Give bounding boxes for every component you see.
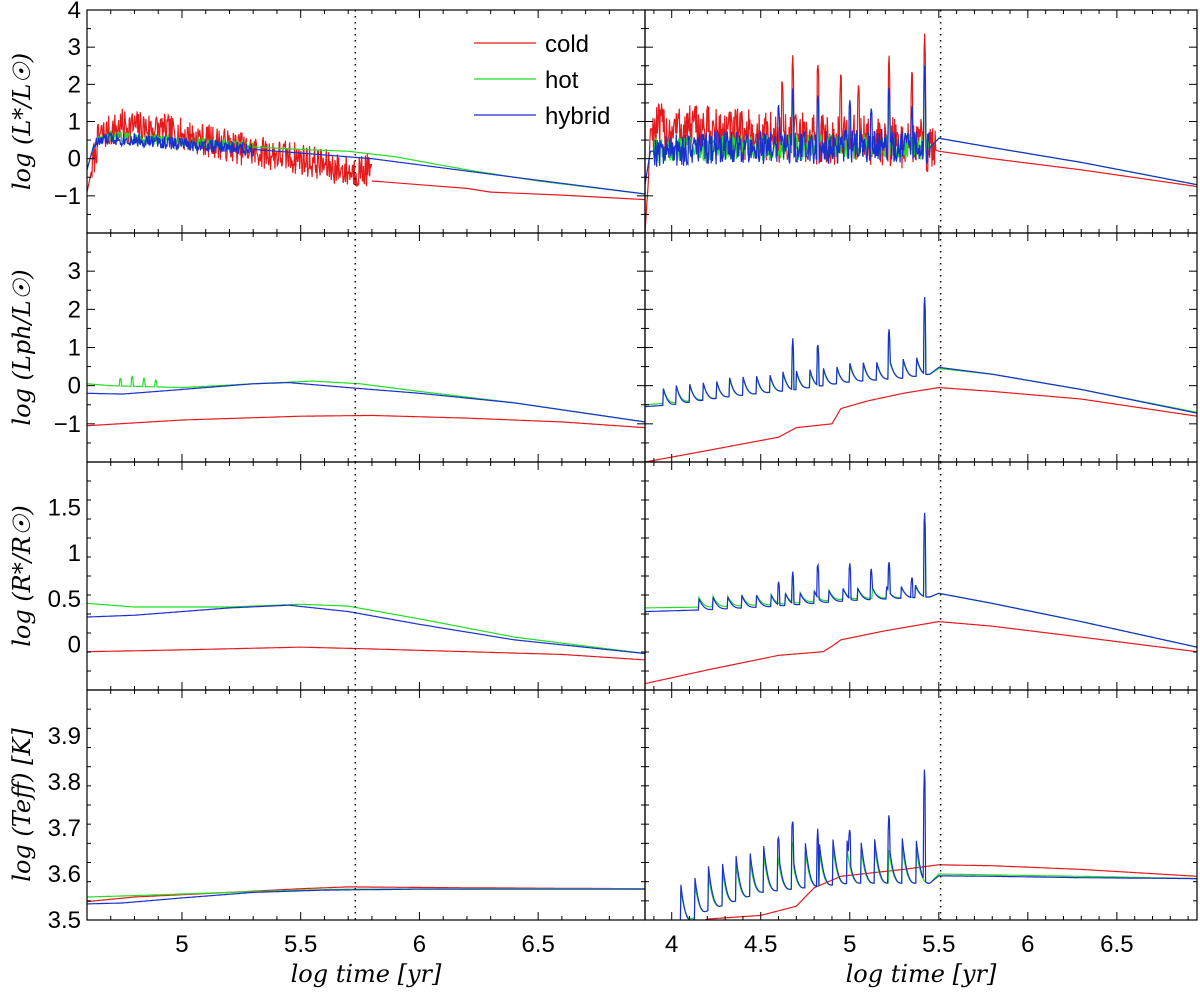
legend-label-hot: hot (545, 67, 579, 94)
series-group (679, 769, 1197, 920)
series-hybrid-R-left (87, 604, 645, 655)
y-tick-label: 2 (68, 71, 81, 98)
y-tick-label: 1 (68, 335, 81, 362)
y-tick-label: 3.5 (48, 907, 81, 934)
legend-label-cold: cold (545, 31, 589, 58)
panel-frame (644, 461, 1198, 691)
y-axis-title: log (L*/L☉) (8, 53, 36, 190)
x-tick-label: 4 (665, 931, 678, 958)
series-hybrid-T-right (679, 769, 1197, 920)
x-tick-label: 5 (175, 931, 188, 958)
series-hot-R-left (87, 602, 645, 655)
y-tick-label: 1.5 (48, 495, 81, 522)
series-hybrid-Lph-right (645, 297, 1197, 414)
panel-T-right: 4 4.5 5 5.5 6 6.5 log time [yr] (644, 689, 1198, 988)
series-cold-Lph-right (645, 387, 1197, 462)
series-group (645, 33, 1197, 233)
y-axis-title: log (Lph/L☉) (8, 269, 36, 425)
series-hot-Lph-right (645, 297, 1197, 413)
x-tick-label: 6.5 (1100, 931, 1133, 958)
y-tick-label: 0 (68, 373, 81, 400)
y-tick-label: 3.6 (48, 861, 81, 888)
y-tick-label: 3.7 (48, 815, 81, 842)
panel-R-left: 0 0.5 1 1.5 log (R*/R☉) (8, 461, 646, 691)
y-tick-label: −1 (54, 183, 81, 210)
panel-frame (86, 461, 646, 691)
series-group (87, 886, 645, 905)
series-group (645, 512, 1197, 685)
panel-frame (644, 689, 1198, 921)
y-tick-label: 1 (68, 540, 81, 567)
series-hot-R-right (645, 515, 1197, 648)
x-tick-label: 4.5 (744, 931, 777, 958)
series-hybrid-L-left (87, 132, 645, 195)
panel-Lph-right (644, 232, 1198, 463)
x-tick-label: 6 (413, 931, 426, 958)
series-group (87, 602, 645, 661)
panel-frame (86, 689, 646, 921)
legend-label-hybrid: hybrid (545, 103, 610, 130)
y-axis-title: log (R*/R☉) (8, 505, 36, 647)
panel-T-left: 3.5 3.6 3.7 3.8 3.9 5 5.5 6 6.5 log time [yr] log … (8, 689, 646, 988)
y-tick-label: 1 (68, 109, 81, 136)
y-tick-label: 0 (68, 631, 81, 658)
panels-layer: −1 0 1 2 3 4 log (L*/L☉) −1 0 1 2 3 log (Lph/L☉) 0 0.5… (8, 0, 1198, 988)
series-group (645, 297, 1197, 462)
panel-R-right (644, 461, 1198, 691)
series-hybrid-Lph-left (87, 382, 645, 423)
series-cold-L-left (87, 108, 645, 201)
y-tick-label: 3 (68, 34, 81, 61)
x-tick-label: 5.5 (922, 931, 955, 958)
series-hybrid-T-left (87, 888, 645, 905)
panel-Lph-left: −1 0 1 2 3 log (Lph/L☉) (8, 232, 646, 463)
series-group (87, 108, 645, 201)
legend: cold hot hybrid (462, 22, 632, 134)
y-tick-label: 2 (68, 296, 81, 323)
x-tick-label: 6 (1021, 931, 1034, 958)
y-tick-label: −1 (54, 411, 81, 438)
series-hybrid-L-right (645, 65, 1197, 186)
y-tick-label: 3 (68, 258, 81, 285)
x-axis-title: log time [yr] (291, 960, 442, 988)
panel-L-right (644, 9, 1198, 234)
y-tick-label: 0.5 (48, 586, 81, 613)
panel-frame (644, 232, 1198, 463)
series-cold-R-left (87, 646, 645, 661)
x-tick-label: 5 (843, 931, 856, 958)
y-tick-label: 4 (68, 0, 81, 24)
y-tick-label: 3.8 (48, 769, 81, 796)
x-tick-label: 5.5 (284, 931, 317, 958)
panel-frame (86, 232, 646, 463)
series-cold-T-right (703, 864, 1197, 920)
series-hybrid-R-right (645, 512, 1197, 648)
x-axis-title: log time [yr] (846, 960, 997, 988)
series-cold-Lph-left (87, 414, 645, 429)
y-tick-label: 0 (68, 146, 81, 173)
x-tick-label: 6.5 (521, 931, 554, 958)
series-group (87, 375, 645, 429)
y-tick-label: 3.9 (48, 723, 81, 750)
series-cold-R-right (645, 620, 1197, 685)
y-axis-title: log (Teff) [K] (8, 728, 36, 882)
